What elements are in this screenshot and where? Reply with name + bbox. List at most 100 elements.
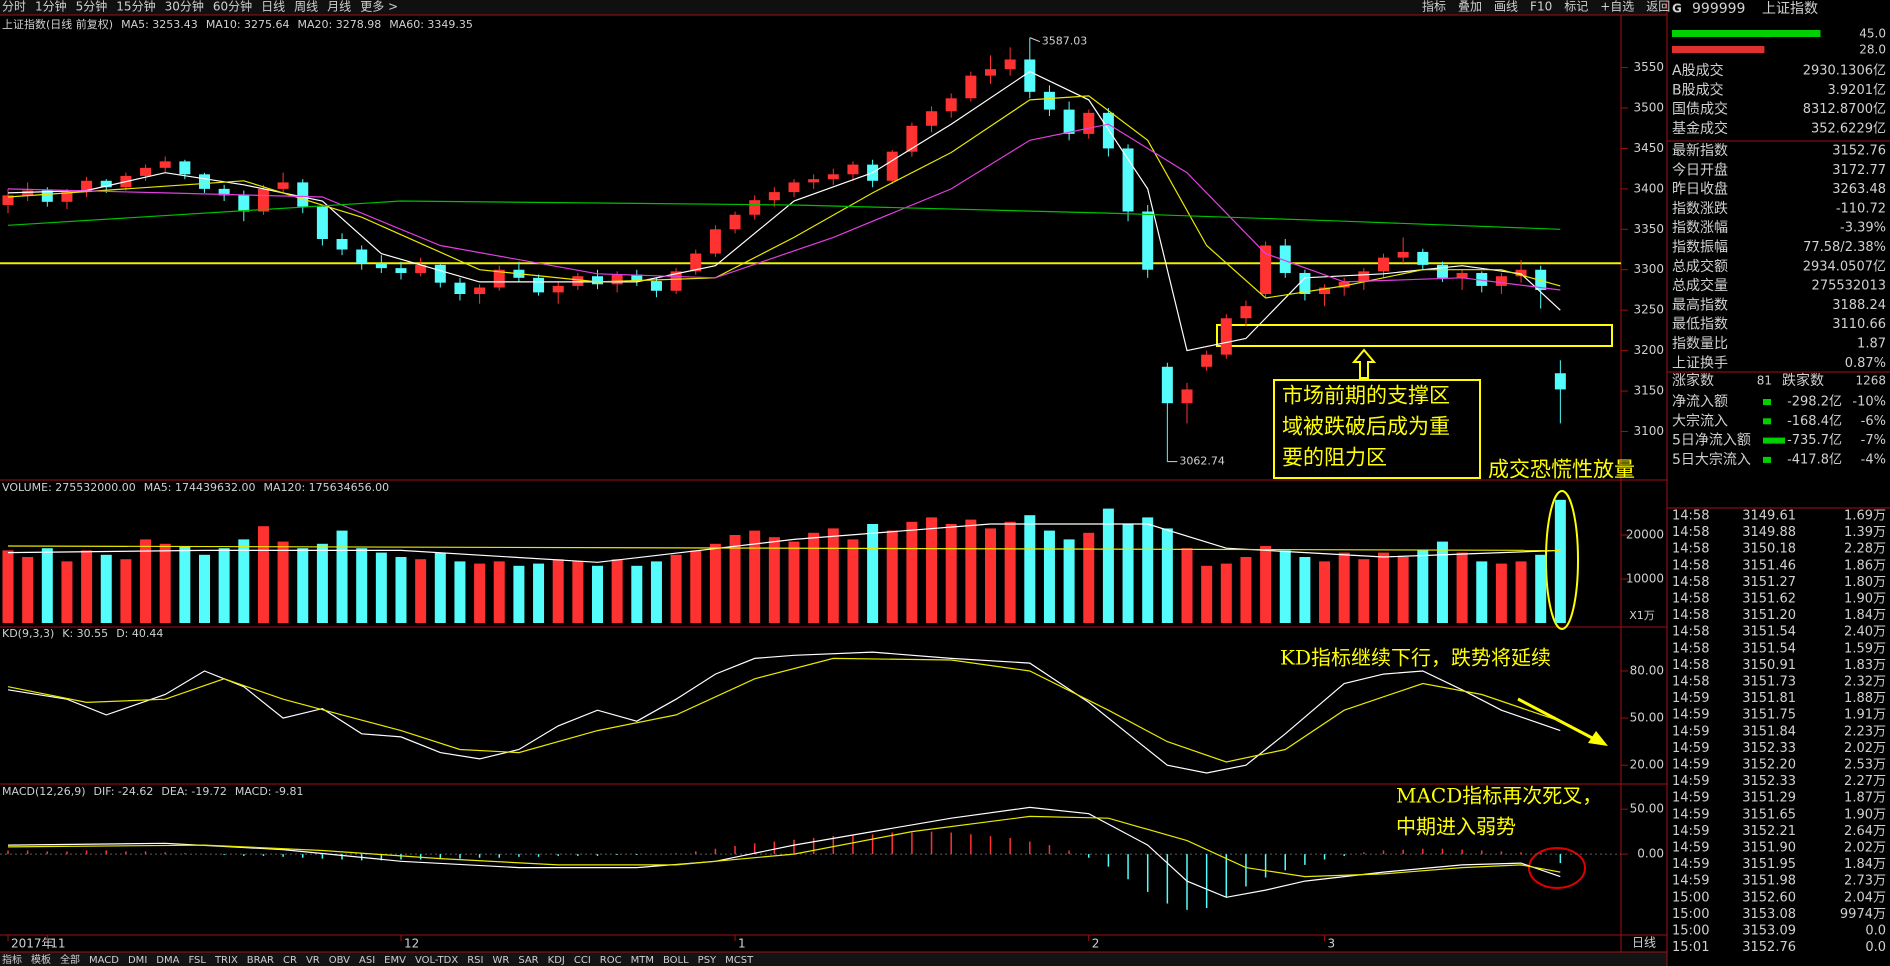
volume-bar: [81, 550, 93, 623]
volume-bar: [867, 524, 879, 623]
volume-bar: [140, 539, 152, 623]
tool-button[interactable]: 返回: [1646, 0, 1670, 14]
indicator-tab[interactable]: DMA: [156, 955, 179, 966]
indicator-tab[interactable]: 指标: [2, 953, 22, 966]
y-tick-label: 80.00: [1630, 663, 1664, 677]
indicator-tab[interactable]: SAR: [518, 955, 538, 966]
stat-value: 3.9201亿: [1828, 83, 1887, 98]
candle-body: [847, 164, 859, 175]
tool-button[interactable]: 标记: [1564, 0, 1588, 14]
indicator-tab[interactable]: VOL-TDX: [415, 955, 458, 966]
tick-price: 3149.61: [1742, 509, 1796, 524]
period-tab[interactable]: 周线: [294, 0, 318, 14]
indicator-tab[interactable]: CCI: [574, 955, 591, 966]
candle-body: [1201, 354, 1213, 367]
indicator-tab[interactable]: EMV: [384, 955, 406, 966]
indicator-tab[interactable]: MCST: [725, 955, 754, 966]
panel-header: MA10: 3275.64: [206, 18, 290, 31]
tick-volume: 1.39万: [1844, 525, 1886, 540]
indicator-tab[interactable]: TRIX: [214, 955, 238, 966]
indicator-tab[interactable]: BRAR: [247, 955, 274, 966]
period-tab[interactable]: 15分钟: [116, 0, 155, 14]
stat-value: 2934.0507亿: [1803, 259, 1886, 274]
period-tab[interactable]: 月线: [327, 0, 351, 14]
candle-body: [1083, 112, 1095, 134]
y-tick-label: 10000: [1626, 572, 1664, 586]
indicator-tab[interactable]: FSL: [188, 955, 206, 966]
tool-button[interactable]: 叠加: [1458, 0, 1482, 14]
cross-ellipse: [1528, 847, 1586, 889]
y-tick-label: 3400: [1633, 181, 1664, 195]
flow-indicator: [1763, 456, 1771, 463]
indicator-tab[interactable]: RSI: [467, 955, 483, 966]
indicator-tab[interactable]: DMI: [128, 955, 147, 966]
flow-label: 5日大宗流入: [1672, 452, 1751, 468]
tool-button[interactable]: F10: [1530, 0, 1552, 14]
candle-body: [415, 264, 427, 273]
ratio-bar: [1672, 30, 1821, 37]
panel-header: K: 30.55: [62, 627, 108, 640]
volume-bar: [297, 548, 309, 623]
indicator-tab[interactable]: CR: [283, 955, 297, 966]
volume-bar: [1495, 563, 1507, 623]
volume-bar: [1476, 561, 1488, 623]
indicator-tab[interactable]: PSY: [698, 955, 717, 966]
flow-indicator: [1763, 399, 1771, 405]
volume-bar: [120, 559, 132, 623]
volume-bar: [709, 543, 721, 623]
flow-pct: -7%: [1861, 433, 1886, 448]
indicator-tab[interactable]: MACD: [89, 955, 119, 966]
period-tab[interactable]: 日线: [261, 0, 285, 14]
volume-bar: [1397, 557, 1409, 623]
candle-body: [297, 182, 309, 207]
indicator-tab[interactable]: 模板: [31, 953, 51, 966]
annotation-text: 成交恐慌性放量: [1488, 458, 1635, 482]
tick-volume: 2.02万: [1844, 741, 1886, 756]
candle-body: [2, 195, 14, 206]
tick-volume: 1.90万: [1844, 807, 1886, 822]
indicator-tab[interactable]: ASI: [359, 955, 375, 966]
volume-bar: [670, 554, 682, 623]
tick-price: 3152.76: [1742, 940, 1796, 955]
volume-bar: [1299, 557, 1311, 623]
candle-body: [1063, 109, 1075, 134]
tick-price: 3151.84: [1742, 724, 1796, 739]
tick-time: 14:59: [1672, 824, 1709, 839]
indicator-tab[interactable]: MTM: [631, 955, 654, 966]
volume-bar: [61, 561, 73, 623]
period-tab[interactable]: 更多 >: [360, 0, 398, 14]
candle-body: [1240, 306, 1252, 319]
volume-bar: [493, 561, 505, 623]
candle-body: [22, 190, 34, 196]
indicator-tab[interactable]: ROC: [600, 955, 622, 966]
candle-body: [277, 182, 289, 189]
tool-button[interactable]: 画线: [1494, 0, 1518, 14]
code: 999999: [1692, 1, 1745, 17]
stat-value: 275532013: [1812, 279, 1886, 294]
indicator-tab[interactable]: 全部: [60, 953, 80, 966]
indicator-tab[interactable]: VR: [306, 955, 320, 966]
period-tab[interactable]: 60分钟: [213, 0, 252, 14]
candle-body: [1043, 91, 1055, 110]
stat-label: 指数涨跌: [1672, 201, 1728, 217]
indicator-tab[interactable]: BOLL: [663, 955, 689, 966]
y-tick-label: 20.00: [1630, 758, 1664, 772]
period-tab[interactable]: 30分钟: [165, 0, 204, 14]
indicator-tab[interactable]: WR: [492, 955, 509, 966]
indicator-tab[interactable]: KDJ: [548, 955, 565, 966]
tool-button[interactable]: 指标: [1422, 0, 1446, 14]
annotation-text: 中期进入弱势: [1396, 815, 1516, 839]
period-tab[interactable]: 分时: [2, 0, 26, 14]
series-line: [7, 95, 1561, 299]
volume-bar: [238, 539, 250, 623]
indicator-tab[interactable]: OBV: [329, 955, 350, 966]
tool-button[interactable]: +自选: [1600, 0, 1634, 14]
volume-bar: [1279, 550, 1291, 623]
period-tab[interactable]: 5分钟: [76, 0, 108, 14]
period-tab[interactable]: 1分钟: [35, 0, 67, 14]
series-line: [7, 123, 1561, 291]
tick-time: 14:59: [1672, 741, 1709, 756]
volume-bar: [1102, 508, 1114, 623]
candle-body: [199, 174, 210, 189]
